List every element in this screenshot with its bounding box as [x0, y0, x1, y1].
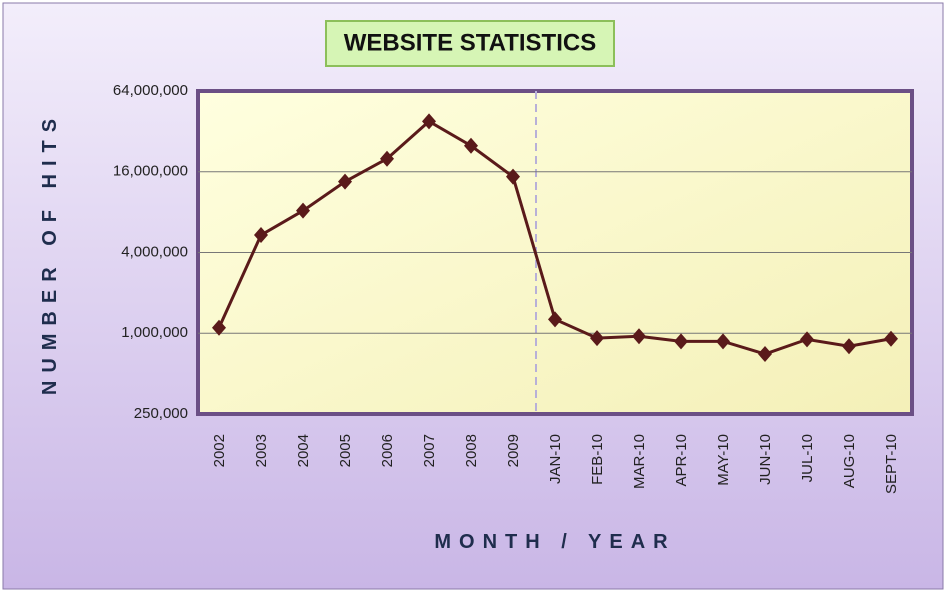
- y-axis-title: NUMBER OF HITS: [39, 111, 61, 395]
- marker: [716, 333, 730, 350]
- x-tick-label: 2008: [463, 434, 480, 467]
- x-tick-label: 2006: [379, 434, 396, 467]
- x-tick-label: 2002: [211, 434, 228, 467]
- x-tick-label: 2005: [337, 434, 354, 467]
- x-axis-title: MONTH / YEAR: [434, 531, 675, 553]
- y-tick-label: 1,000,000: [121, 324, 188, 341]
- chart-title: WEBSITE STATISTICS: [344, 29, 596, 56]
- marker: [590, 330, 604, 347]
- x-tick-label: MAR-10: [631, 434, 648, 489]
- marker: [338, 173, 352, 190]
- x-tick-label: JUL-10: [799, 434, 816, 482]
- marker: [212, 319, 226, 336]
- marker: [254, 227, 268, 244]
- x-tick-label: 2004: [295, 434, 312, 467]
- y-tick-label: 250,000: [134, 405, 188, 422]
- marker: [758, 346, 772, 363]
- x-tick-label: JAN-10: [547, 434, 564, 484]
- marker: [380, 150, 394, 167]
- marker: [884, 330, 898, 347]
- marker: [506, 168, 520, 185]
- y-tick-label: 64,000,000: [113, 82, 188, 99]
- y-tick-label: 16,000,000: [113, 163, 188, 180]
- marker: [674, 333, 688, 350]
- marker: [296, 202, 310, 219]
- x-tick-label: MAY-10: [715, 434, 732, 486]
- x-tick-label: SEPT-10: [883, 434, 900, 494]
- x-tick-label: 2007: [421, 434, 438, 467]
- title-box: [325, 20, 615, 67]
- x-tick-label: FEB-10: [589, 434, 606, 485]
- x-tick-label: JUN-10: [757, 434, 774, 485]
- x-tick-label: 2003: [253, 434, 270, 467]
- marker: [464, 137, 478, 154]
- marker: [842, 338, 856, 355]
- marker: [632, 328, 646, 345]
- x-tick-label: 2009: [505, 434, 522, 467]
- marker: [422, 113, 436, 130]
- marker: [800, 331, 814, 348]
- marker: [548, 311, 562, 328]
- x-tick-label: AUG-10: [841, 434, 858, 488]
- y-tick-label: 4,000,000: [121, 243, 188, 260]
- x-tick-label: APR-10: [673, 434, 690, 487]
